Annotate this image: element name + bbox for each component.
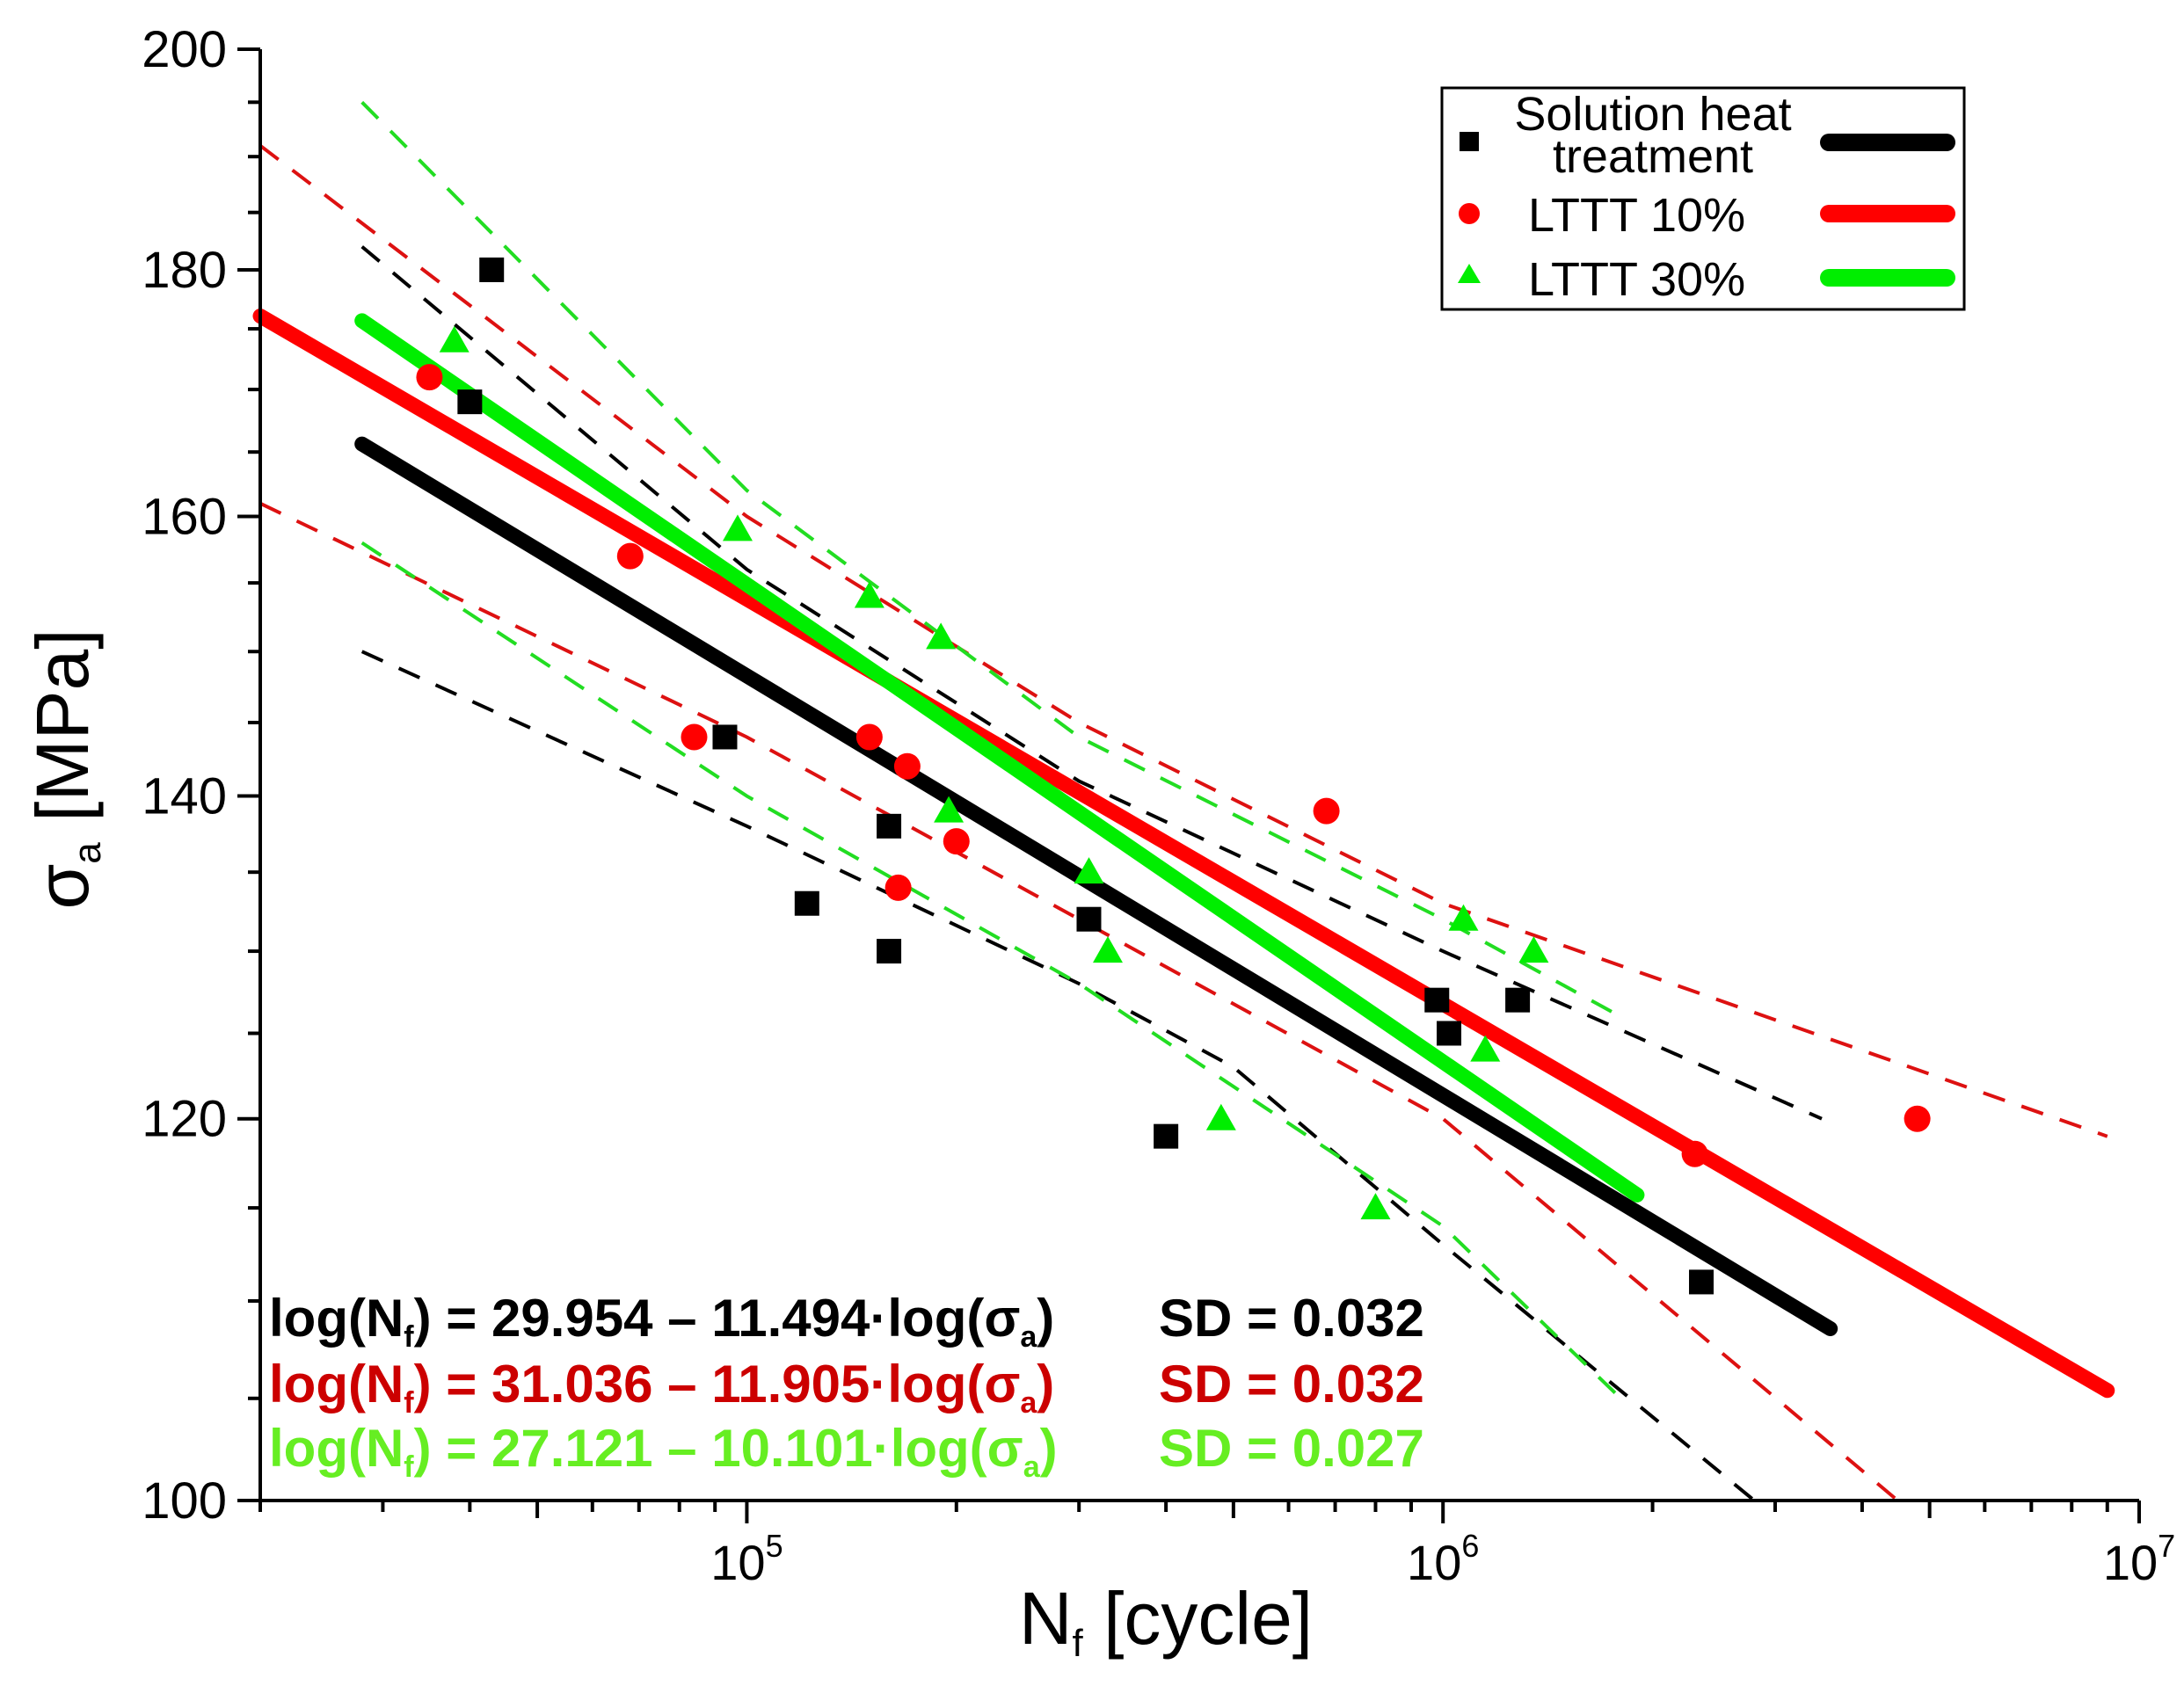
sd-solution: SD = 0.032 [1159, 1289, 1424, 1348]
y-tick-label-200: 200 [142, 21, 227, 78]
lttt-30-point-7 [1205, 1103, 1236, 1130]
y-tick-label-140: 140 [142, 768, 227, 825]
lttt-30-point-1 [722, 514, 753, 541]
solution-heat-treatment-point-9 [1437, 1021, 1462, 1046]
equation-lttt10: log(Nf) = 31.036 – 11.905·log(σa) [269, 1355, 1054, 1420]
lttt-10-fit-line [252, 308, 2115, 1399]
equation-solution: log(Nf) = 29.954 – 11.494·log(σa) [269, 1289, 1054, 1354]
lttt-30-point-4 [934, 796, 965, 823]
y-tick-label-100: 100 [142, 1472, 227, 1530]
solution-heat-treatment-point-11 [1689, 1269, 1714, 1295]
data-points [416, 257, 1931, 1295]
lttt-30-point-11 [1518, 936, 1549, 963]
legend-label-lttt30: LTTT 30% [1528, 253, 1745, 306]
lttt-10-point-5 [885, 874, 912, 901]
legend-marker-square [1460, 132, 1479, 151]
solution-heat-treatment-fit-line [354, 436, 1838, 1337]
lttt-30-point-9 [1448, 904, 1479, 931]
x-tick-label-1e5: 105 [710, 1528, 783, 1590]
solution-heat-treatment-point-6 [1076, 906, 1102, 932]
lttt-10-point-9 [1904, 1105, 1931, 1132]
lttt-30-point-5 [1074, 857, 1104, 884]
lttt-10-band-upper [258, 144, 2108, 1138]
solution-heat-treatment-point-8 [1424, 987, 1450, 1013]
lttt-30-band-upper [360, 100, 1622, 1019]
legend-label-solution-1: Solution heat [1514, 88, 1791, 141]
sd-lttt10: SD = 0.032 [1159, 1355, 1424, 1413]
lttt-30-point-8 [1360, 1193, 1391, 1220]
x-tick-label-1e6: 106 [1407, 1528, 1479, 1590]
equations: log(Nf) = 29.954 – 11.494·log(σa) SD = 0… [269, 1289, 1424, 1484]
y-axis-title: σa [MPa] [21, 629, 109, 909]
solution-heat-treatment-point-1 [457, 389, 483, 415]
lttt-30-point-2 [854, 581, 885, 608]
solution-heat-treatment-point-4 [877, 813, 902, 839]
solution-heat-treatment-point-10 [1505, 987, 1531, 1013]
solution-heat-treatment-point-0 [479, 257, 505, 282]
legend-marker-circle [1459, 203, 1480, 224]
sd-lttt30: SD = 0.027 [1159, 1419, 1424, 1478]
lttt-10-point-4 [893, 752, 921, 780]
confidence-bands [258, 100, 2108, 1502]
solution-heat-treatment-point-7 [1154, 1123, 1179, 1149]
legend-label-lttt10: LTTT 10% [1528, 189, 1745, 242]
lttt-10-point-2 [681, 723, 708, 751]
lttt-10-point-7 [1313, 797, 1340, 825]
lttt-30-point-6 [1092, 936, 1123, 963]
axes: 100 120 140 160 180 200 105 106 107 [142, 21, 2175, 1590]
solution-heat-treatment-point-5 [877, 939, 902, 964]
y-tick-label-120: 120 [142, 1091, 227, 1148]
lttt-10-point-8 [1681, 1140, 1708, 1167]
lttt-30-point-10 [1470, 1035, 1501, 1062]
legend-marker-triangle [1458, 264, 1481, 283]
solution-heat-treatment-point-2 [712, 724, 738, 750]
fit-lines [252, 308, 2115, 1399]
x-axis-title: Nf [cycle] [1019, 1577, 1313, 1665]
x-tick-label-1e7: 107 [2103, 1528, 2175, 1590]
lttt-30-point-3 [926, 622, 957, 650]
y-tick-label-160: 160 [142, 489, 227, 546]
solution-heat-treatment-band-lower [360, 650, 1756, 1502]
lttt-30-point-0 [439, 325, 470, 352]
lttt-10-point-6 [943, 828, 970, 855]
solution-heat-treatment-point-3 [794, 890, 819, 916]
lttt-10-point-0 [416, 364, 443, 391]
lttt-30-fit-line [354, 313, 1645, 1203]
solution-heat-treatment-band-upper [360, 245, 1823, 1121]
lttt-10-point-1 [616, 542, 644, 570]
legend: Solution heat treatment LTTT 10% LTTT 30… [1440, 86, 1966, 311]
equation-lttt30: log(Nf) = 27.121 – 10.101·log(σa) [269, 1419, 1058, 1484]
lttt-10-point-3 [855, 723, 883, 751]
y-tick-label-180: 180 [142, 242, 227, 299]
legend-label-solution-2: treatment [1553, 130, 1753, 183]
